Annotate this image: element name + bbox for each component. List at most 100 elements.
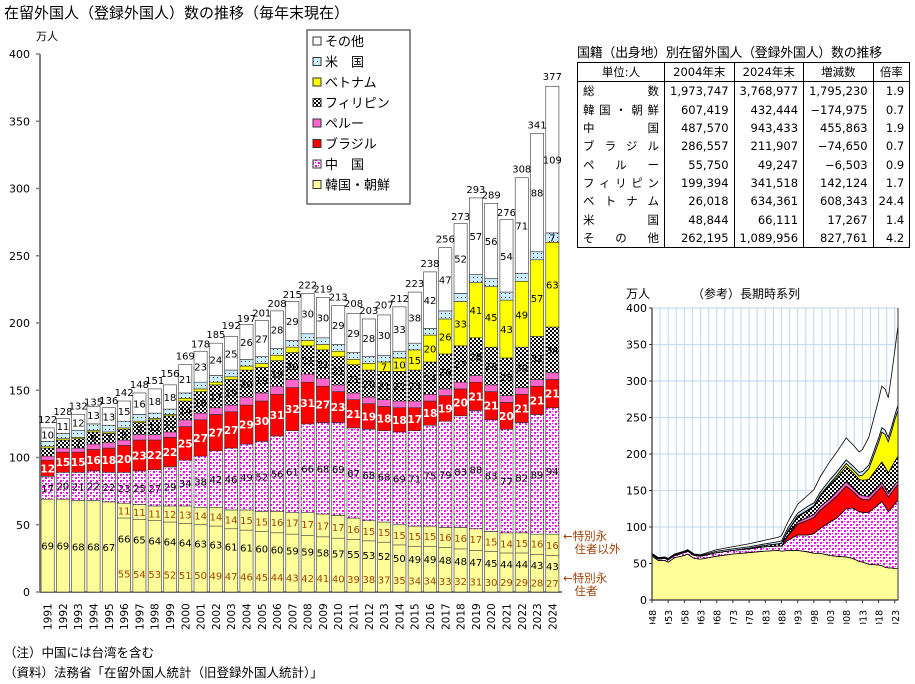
label-korea-nonspecial: 17 [317, 521, 330, 532]
label-korea-nonspecial: 15 [424, 532, 437, 543]
row-label: ベトナム [577, 192, 665, 211]
ref-x-tick-label: 1993 [794, 610, 805, 624]
label-brazil: 17 [407, 414, 422, 426]
bar-peru-1999 [163, 431, 177, 438]
bar-vietnam-2011 [346, 359, 361, 365]
legend-label-korea: 韓国・朝鮮 [325, 179, 390, 194]
label-philippines: 27 [454, 360, 467, 371]
bar-other-2006 [270, 310, 284, 349]
x-tick-label: 1998 [150, 603, 162, 630]
label-korea: 44 [500, 560, 513, 571]
label-philippines: 21 [317, 360, 330, 371]
label-korea: 43 [531, 561, 544, 572]
label-other: 28 [362, 334, 375, 345]
label-philippines: 28 [470, 353, 483, 364]
label-vietnam: 45 [485, 313, 498, 324]
bar-other-2008 [300, 293, 315, 335]
label-korea-nonspecial: 11 [133, 508, 146, 519]
bar-usa-2000 [178, 392, 193, 399]
ref-x-tick-label: 2008 [842, 610, 853, 624]
label-korea-nonspecial: 13 [179, 511, 192, 522]
bar-usa-2007 [285, 340, 300, 348]
bar-peru-2004 [239, 396, 254, 406]
label-korea-nonspecial: 15 [485, 538, 498, 549]
label-philippines: 14 [179, 406, 192, 417]
label-korea: 64 [164, 538, 177, 549]
label-korea: 60 [271, 545, 284, 556]
table-cell: −74,650 [803, 137, 874, 156]
label-other: 57 [470, 232, 483, 243]
nationality-table: 単位:人 2004年末 2024年末 増減数 倍率 総 数 1,973,747 3,768,… [577, 61, 911, 248]
label-korea: 69 [57, 542, 70, 553]
label-china: 68 [378, 472, 391, 483]
ref-x-tick-label: 1988 [777, 610, 788, 624]
table-cell: 827,761 [803, 228, 874, 248]
table-cell: 3,768,977 [733, 81, 805, 101]
row-label: 中 国 [577, 118, 665, 138]
bar-usa-1998 [147, 412, 162, 419]
label-china: 46 [225, 475, 238, 486]
label-brazil: 21 [545, 389, 560, 401]
bar-usa-2016 [423, 328, 437, 336]
table-cell: 49,247 [733, 155, 805, 174]
label-korea: 59 [301, 547, 314, 558]
ref-title: （参考）長期時系列 [692, 286, 800, 301]
label-korea-special: 43 [286, 574, 299, 585]
label-korea: 55 [347, 550, 360, 561]
label-korea-special: 49 [210, 572, 223, 583]
label-total: 142 [115, 388, 134, 399]
reference-area-chart: 万人 （参考）長期時系列 0 50 100 150 200 250 300 350 400 1948 1… [626, 286, 902, 624]
bar-other-1992 [56, 418, 70, 434]
label-philippines: 11 [148, 423, 161, 434]
x-tick-label: 1992 [58, 603, 70, 630]
bar-usa-2015 [407, 342, 422, 351]
table-row: その他 262,195 1,089,956 827,761 4.2 [577, 228, 911, 248]
table-cell: 211,907 [733, 137, 805, 156]
bar-peru-2021 [499, 395, 514, 403]
bar-usa-2014 [392, 350, 407, 359]
annotation-special-permanent: ←特別永 住者 [563, 571, 608, 598]
label-korea: 50 [393, 554, 406, 565]
bar-usa-2002 [209, 375, 223, 383]
label-korea-special: 41 [317, 574, 330, 585]
label-total: 219 [313, 284, 332, 295]
label-china: 42 [210, 475, 223, 486]
label-brazil: 22 [163, 447, 178, 459]
label-china: 89 [531, 470, 544, 481]
y-tick-label: 200 [9, 317, 30, 330]
label-vietnam: 41 [470, 306, 483, 317]
label-other: 28 [271, 326, 284, 337]
label-philippines: 20 [362, 380, 375, 391]
label-brazil: 18 [423, 408, 438, 420]
bar-other-2022 [514, 177, 529, 274]
note-source: （資料）法務省「在留外国人統計（旧登録外国人統計）」 [4, 665, 323, 680]
legend-box [306, 29, 411, 205]
bar-other-1994 [86, 406, 101, 425]
legend-label-philippines: フィリピン [325, 97, 390, 112]
table-cell: 0.9 [872, 155, 911, 174]
label-korea: 61 [240, 543, 253, 554]
table-cell: 262,195 [664, 228, 735, 248]
annotation-non-special-permanent: ←特別永 住者以外 [563, 529, 621, 556]
label-korea: 52 [378, 552, 391, 563]
label-total: 178 [191, 340, 210, 351]
label-brazil: 31 [270, 410, 285, 422]
label-korea-nonspecial: 17 [470, 535, 483, 546]
label-korea: 61 [225, 542, 238, 553]
label-other: 25 [225, 349, 238, 360]
bar-vietnam-2006 [270, 354, 284, 361]
bar-usa-2003 [224, 369, 239, 378]
x-tick-label: 2005 [257, 603, 269, 630]
label-brazil: 19 [362, 411, 377, 423]
table-row: 韓国・朝鮮 607,419 432,444 −174,975 0.7 [577, 100, 911, 119]
label-korea: 49 [408, 555, 421, 566]
label-korea: 64 [148, 537, 161, 548]
label-china: 52 [255, 472, 268, 483]
label-total: 122 [38, 415, 57, 426]
label-total: 135 [84, 397, 103, 408]
bar-other-1995 [101, 407, 116, 426]
legend-swatch-korea [312, 180, 322, 189]
bar-peru-2020 [484, 384, 499, 392]
bar-peru-2016 [423, 393, 437, 402]
label-brazil: 21 [469, 391, 484, 403]
